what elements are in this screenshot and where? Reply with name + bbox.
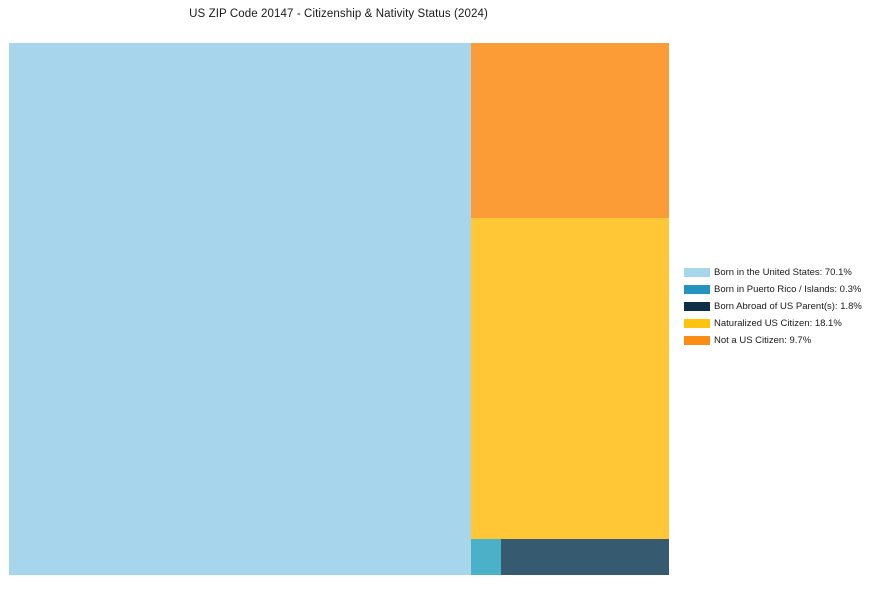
treemap-tile-born-abroad-of-us-parents[interactable] bbox=[501, 538, 669, 575]
legend-swatch-icon-naturalized-us-citizen bbox=[684, 319, 710, 328]
treemap-plot-area bbox=[9, 43, 669, 575]
legend-label-naturalized-us-citizen: Naturalized US Citizen: 18.1% bbox=[714, 317, 842, 329]
legend-swatch-icon-born-in-puerto-rico-islands bbox=[684, 285, 710, 294]
legend-label-born-abroad-of-us-parents: Born Abroad of US Parent(s): 1.8% bbox=[714, 300, 862, 312]
treemap-tile-not-a-us-citizen[interactable] bbox=[471, 43, 669, 219]
legend-item-born-in-puerto-rico-islands[interactable]: Born in Puerto Rico / Islands: 0.3% bbox=[684, 281, 884, 298]
chart-title: US ZIP Code 20147 - Citizenship & Nativi… bbox=[189, 8, 488, 20]
treemap-tile-naturalized-us-citizen[interactable] bbox=[471, 218, 669, 539]
legend-item-not-a-us-citizen[interactable]: Not a US Citizen: 9.7% bbox=[684, 332, 884, 349]
legend-item-naturalized-us-citizen[interactable]: Naturalized US Citizen: 18.1% bbox=[684, 315, 884, 332]
legend-label-born-in-puerto-rico-islands: Born in Puerto Rico / Islands: 0.3% bbox=[714, 283, 862, 295]
chart-legend: Born in the United States: 70.1% Born in … bbox=[684, 264, 884, 349]
legend-swatch-icon-born-abroad-of-us-parents bbox=[684, 302, 710, 311]
legend-label-born-in-the-united-states: Born in the United States: 70.1% bbox=[714, 266, 852, 278]
treemap-tile-born-in-puerto-rico-islands[interactable] bbox=[471, 538, 502, 575]
legend-label-not-a-us-citizen: Not a US Citizen: 9.7% bbox=[714, 334, 812, 346]
legend-item-born-abroad-of-us-parents[interactable]: Born Abroad of US Parent(s): 1.8% bbox=[684, 298, 884, 315]
legend-swatch-icon-born-in-the-united-states bbox=[684, 268, 710, 277]
legend-swatch-icon-not-a-us-citizen bbox=[684, 336, 710, 345]
treemap-tile-born-in-the-united-states[interactable] bbox=[9, 43, 471, 575]
legend-item-born-in-the-united-states[interactable]: Born in the United States: 70.1% bbox=[684, 264, 884, 281]
